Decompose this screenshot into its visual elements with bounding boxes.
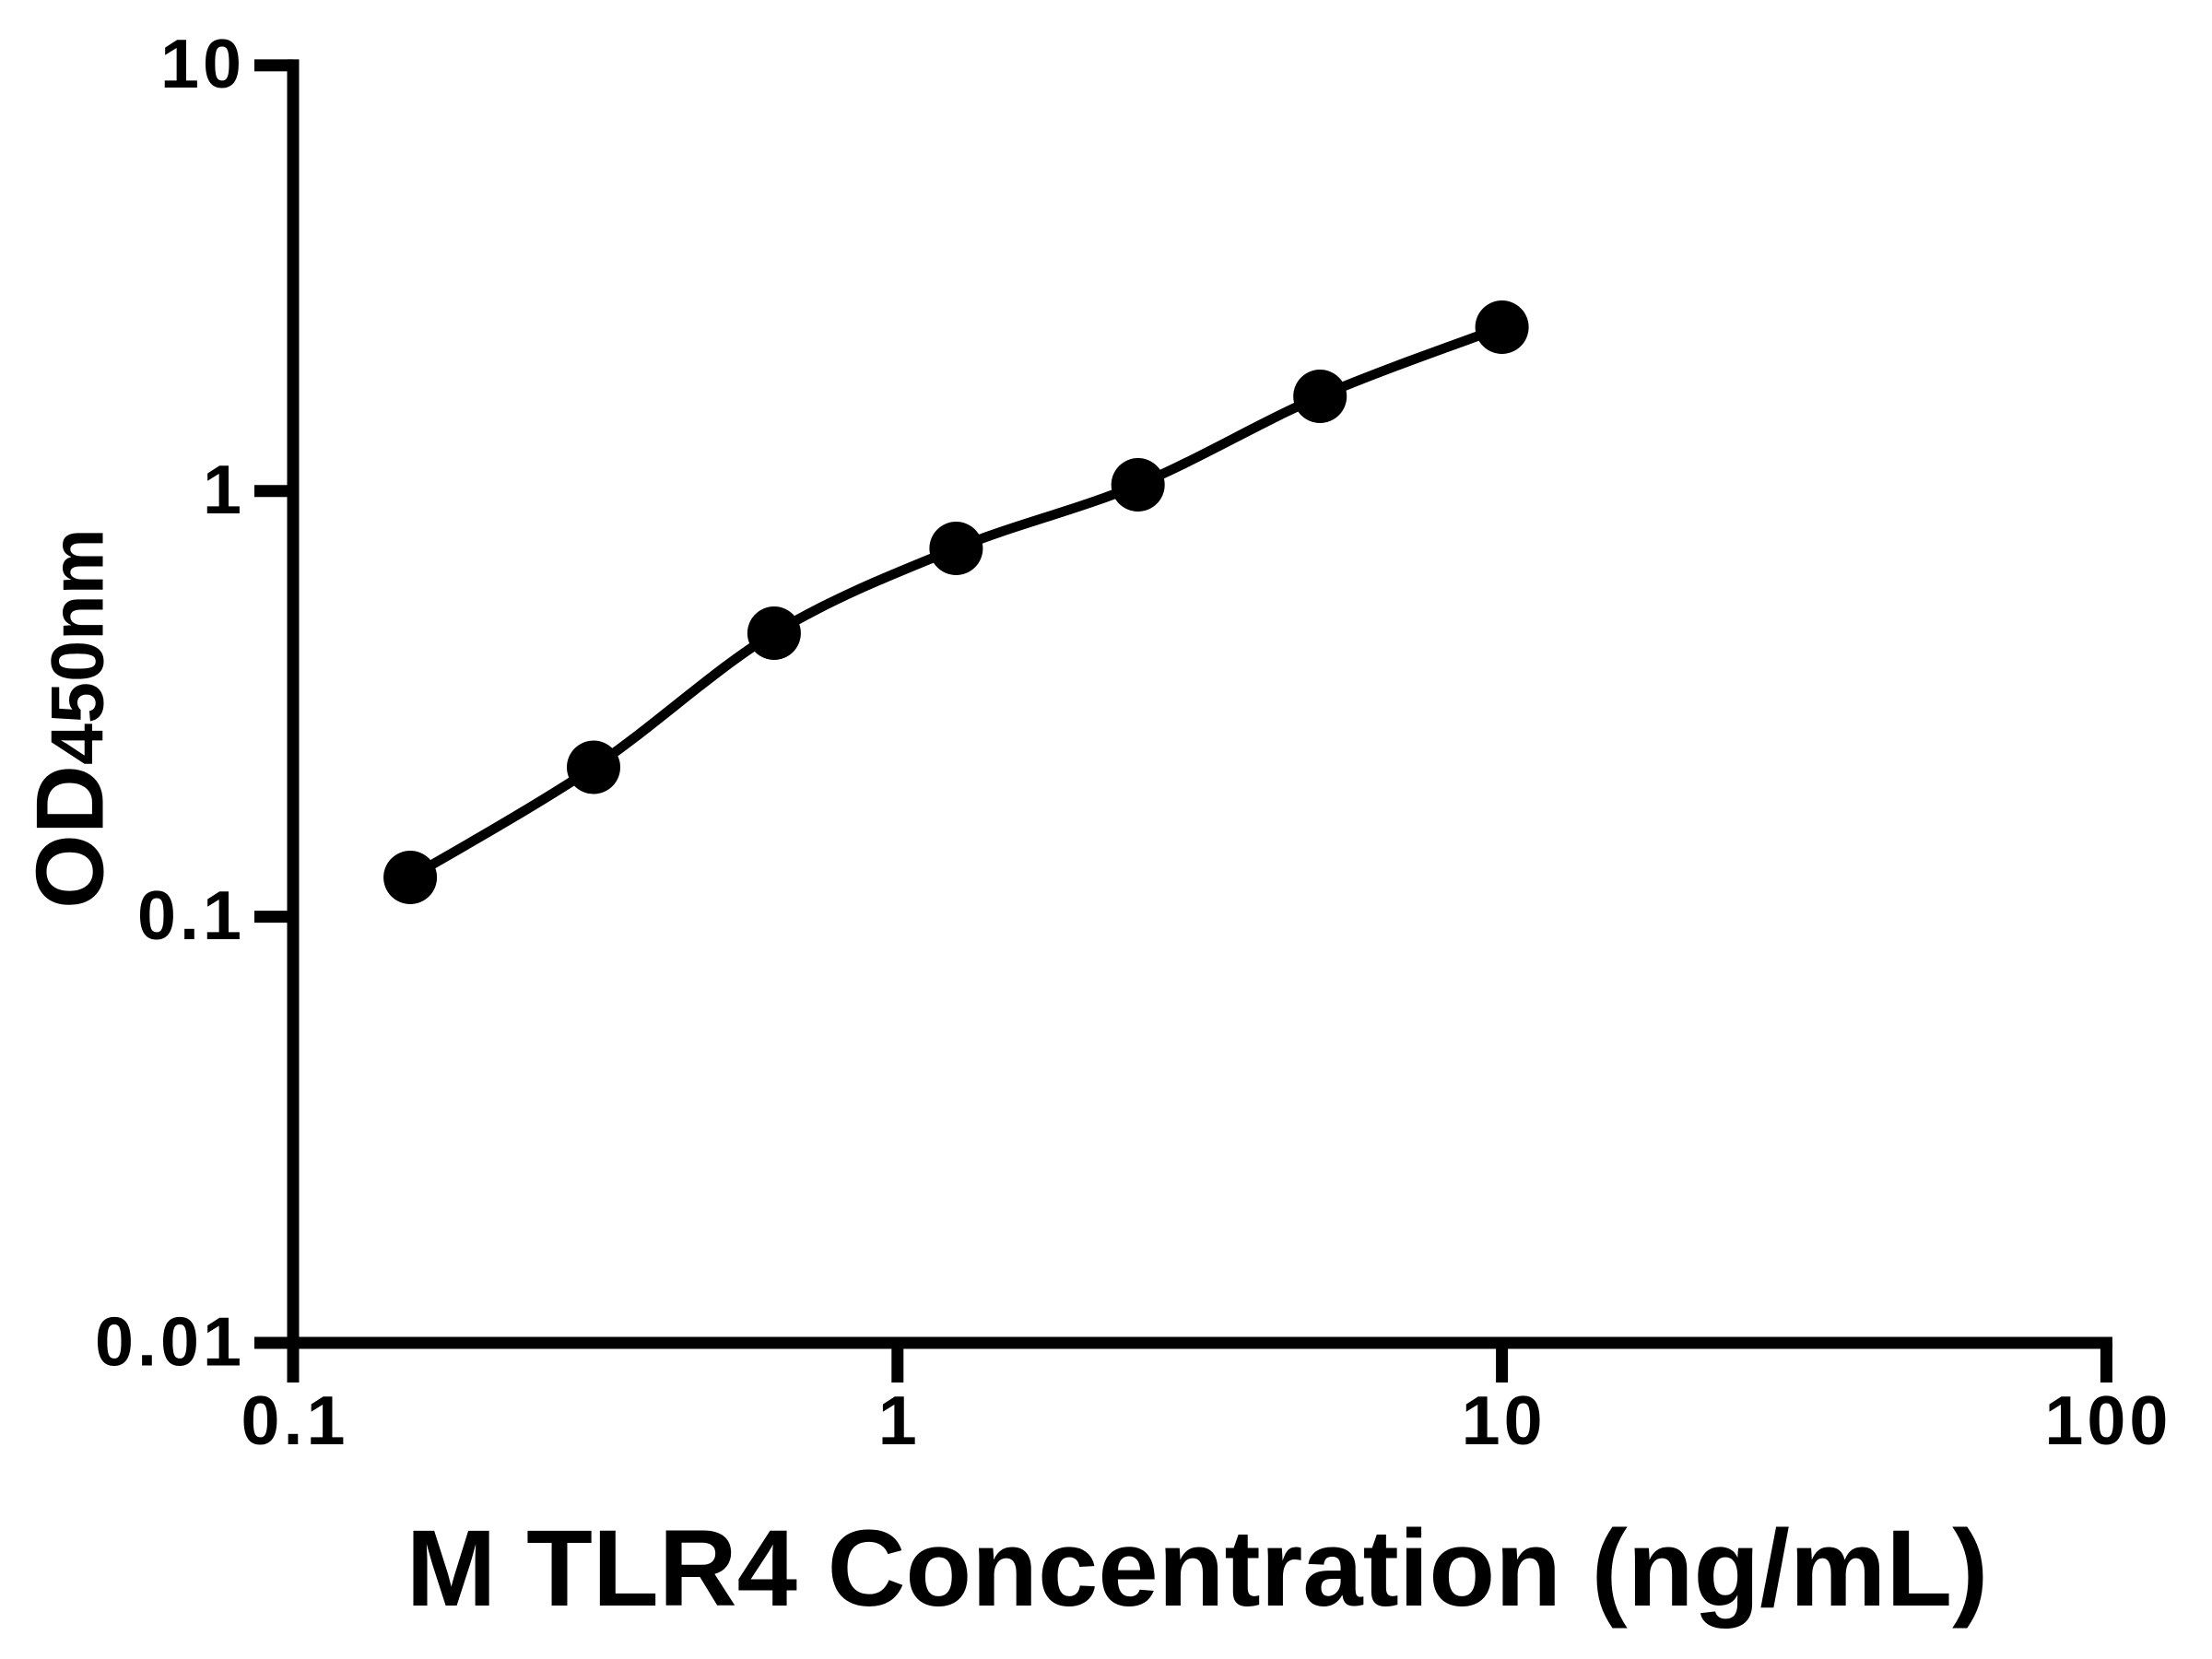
svg-text:10: 10 (1462, 1382, 1547, 1459)
svg-text:M TLR4 Concentration (ng/mL): M TLR4 Concentration (ng/mL) (406, 1508, 1989, 1629)
svg-text:1: 1 (878, 1382, 921, 1459)
svg-text:0.01: 0.01 (95, 1302, 245, 1380)
svg-text:0.1: 0.1 (241, 1382, 349, 1459)
svg-text:100: 100 (2044, 1382, 2171, 1459)
svg-text:1: 1 (203, 451, 245, 528)
svg-text:10: 10 (160, 25, 245, 102)
svg-text:0.1: 0.1 (137, 877, 245, 954)
